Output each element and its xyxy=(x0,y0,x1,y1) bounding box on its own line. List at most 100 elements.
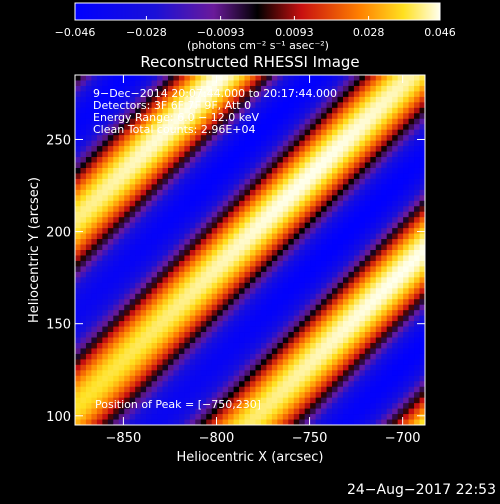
heatmap-cell xyxy=(162,282,169,289)
heatmap-cell xyxy=(129,370,136,377)
heatmap-cell xyxy=(200,206,207,213)
heatmap-cell xyxy=(189,381,196,388)
heatmap-cell xyxy=(392,85,399,92)
heatmap-cell xyxy=(222,370,229,377)
heatmap-cell xyxy=(222,239,229,245)
heatmap-cell xyxy=(85,228,92,234)
heatmap-cell xyxy=(326,173,333,180)
heatmap-cell xyxy=(157,310,163,317)
heatmap-cell xyxy=(414,151,420,158)
heatmap-cell xyxy=(211,129,218,136)
heatmap-cell xyxy=(217,102,224,109)
heatmap-cell xyxy=(353,118,360,125)
heatmap-cell xyxy=(321,386,327,393)
heatmap-cell xyxy=(403,157,409,163)
heatmap-cell xyxy=(299,299,306,306)
heatmap-cell xyxy=(370,310,377,317)
heatmap-cell xyxy=(386,129,393,136)
heatmap-cell xyxy=(102,293,109,300)
heatmap-cell xyxy=(266,217,273,224)
heatmap-cell xyxy=(200,414,207,420)
heatmap-cell xyxy=(342,233,349,240)
heatmap-cell xyxy=(151,222,158,229)
heatmap-cell xyxy=(381,151,388,158)
heatmap-cell xyxy=(211,102,218,109)
heatmap-cell xyxy=(381,173,388,180)
heatmap-cell xyxy=(260,326,267,333)
heatmap-cell xyxy=(315,118,322,125)
heatmap-cell xyxy=(85,167,92,174)
heatmap-cell xyxy=(375,310,382,317)
heatmap-cell xyxy=(271,408,278,415)
heatmap-cell xyxy=(113,162,120,169)
heatmap-cell xyxy=(113,414,120,420)
heatmap-cell xyxy=(157,244,163,251)
heatmap-cell xyxy=(250,353,256,360)
heatmap-cell xyxy=(381,277,388,284)
heatmap-cell xyxy=(244,381,251,388)
heatmap-cell xyxy=(326,282,333,289)
heatmap-cell xyxy=(271,200,278,207)
heatmap-cell xyxy=(250,386,256,393)
heatmap-cell xyxy=(266,91,273,98)
heatmap-cell xyxy=(244,200,251,207)
heatmap-cell xyxy=(75,337,81,344)
heatmap-cell xyxy=(195,91,202,98)
x-axis-label: Heliocentric X (arcsec) xyxy=(177,450,324,465)
heatmap-cell xyxy=(403,304,409,311)
heatmap-cell xyxy=(293,321,300,327)
heatmap-cell xyxy=(189,408,196,415)
heatmap-cell xyxy=(359,342,366,349)
heatmap-cell xyxy=(173,124,180,131)
heatmap-cell xyxy=(299,337,306,344)
heatmap-cell xyxy=(244,321,251,327)
heatmap-cell xyxy=(414,228,420,234)
heatmap-cell xyxy=(370,353,377,360)
heatmap-cell xyxy=(91,244,98,251)
heatmap-cell xyxy=(129,162,136,169)
heatmap-cell xyxy=(189,414,196,420)
heatmap-cell xyxy=(140,288,147,295)
heatmap-cell xyxy=(419,326,426,333)
heatmap-cell xyxy=(222,189,229,196)
heatmap-cell xyxy=(375,326,382,333)
heatmap-cell xyxy=(370,288,377,295)
heatmap-cell xyxy=(167,266,174,273)
heatmap-cell xyxy=(107,342,114,349)
heatmap-cell xyxy=(75,304,81,311)
heatmap-cell xyxy=(260,107,267,114)
heatmap-cell xyxy=(206,310,213,317)
heatmap-cell xyxy=(211,118,218,125)
heatmap-cell xyxy=(217,277,224,284)
heatmap-cell xyxy=(195,189,202,196)
heatmap-cell xyxy=(288,321,295,327)
heatmap-cell xyxy=(140,414,147,420)
heatmap-cell xyxy=(282,91,289,98)
heatmap-cell xyxy=(304,113,311,120)
heatmap-cell xyxy=(408,80,415,87)
heatmap-cell xyxy=(85,397,92,404)
heatmap-cell xyxy=(244,107,251,114)
heatmap-cell xyxy=(228,288,234,295)
heatmap-cell xyxy=(195,392,202,399)
heatmap-cell xyxy=(381,244,388,251)
heatmap-cell xyxy=(255,277,262,284)
heatmap-cell xyxy=(244,408,251,415)
heatmap-cell xyxy=(157,337,163,344)
heatmap-cell xyxy=(250,332,256,338)
heatmap-cell xyxy=(359,206,366,213)
heatmap-cell xyxy=(255,222,262,229)
heatmap-cell xyxy=(239,408,245,415)
heatmap-cell xyxy=(102,353,109,360)
heatmap-cell xyxy=(228,124,234,131)
heatmap-cell xyxy=(228,381,234,388)
heatmap-cell xyxy=(414,239,420,245)
heatmap-cell xyxy=(266,129,273,136)
heatmap-cell xyxy=(244,326,251,333)
heatmap-cell xyxy=(315,173,322,180)
heatmap-cell xyxy=(157,113,163,120)
heatmap-cell xyxy=(222,91,229,98)
heatmap-cell xyxy=(146,250,152,256)
heatmap-cell xyxy=(392,178,399,185)
heatmap-cell xyxy=(239,239,245,245)
